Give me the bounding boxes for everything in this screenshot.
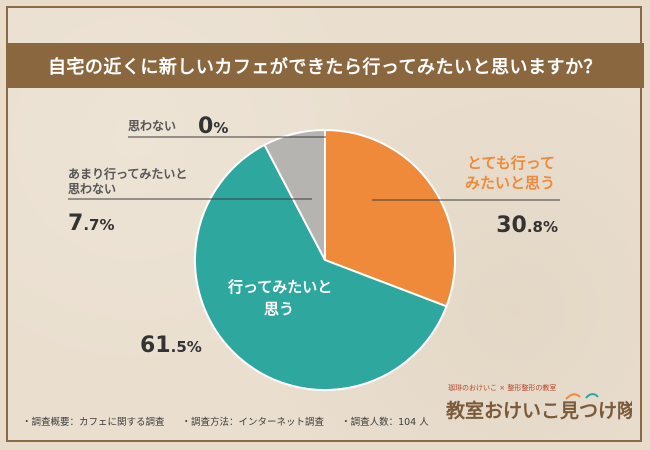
value-label-1: 61.5% bbox=[140, 333, 202, 358]
category-label-0-line1: とても行って bbox=[467, 154, 555, 172]
chart-title-text: 自宅の近くに新しいカフェができたら行ってみたいと思いますか？ bbox=[47, 56, 603, 78]
value-label-0: 30.8% bbox=[496, 213, 558, 238]
footer-survey-method: ・調査方法：インターネット調査 bbox=[181, 417, 325, 428]
category-label-2-line1: あまり行ってみたいと bbox=[68, 166, 187, 181]
footer: ・調査概要：カフェに関する調査 ・調査方法：インターネット調査 ・調査人数：10… bbox=[22, 414, 443, 428]
category-label-1-line1: 行ってみたいと bbox=[227, 278, 332, 296]
category-label-1-line2: 思う bbox=[264, 300, 294, 318]
brand-logo: 珈琲のおけいこ × 整形整形の教室 教室おけいこ見つけ隊 bbox=[446, 381, 637, 429]
pie-slice-2 bbox=[263, 128, 326, 261]
svg-text:教室おけいこ見つけ隊: 教室おけいこ見つけ隊 bbox=[446, 399, 632, 422]
category-label-3: 思わない bbox=[128, 119, 176, 133]
footer-survey-count: ・調査人数：104 人 bbox=[341, 417, 429, 428]
category-label-0-line2: みたいと思う bbox=[465, 174, 555, 192]
svg-text:珈琲のおけいこ × 整形整形の教室: 珈琲のおけいこ × 整形整形の教室 bbox=[448, 383, 556, 392]
value-label-2: 7.7% bbox=[68, 211, 114, 236]
footer-survey-summary: ・調査概要：カフェに関する調査 bbox=[22, 417, 165, 428]
pie-slice-0 bbox=[324, 128, 456, 308]
value-label-3: 0% bbox=[198, 114, 228, 139]
pie-slice-1 bbox=[194, 143, 448, 391]
category-label-2-line2: 思わない bbox=[68, 182, 116, 196]
brand-logo-graphic: 珈琲のおけいこ × 整形整形の教室 教室おけいこ見つけ隊 bbox=[446, 383, 637, 422]
chart-title: 自宅の近くに新しいカフェができたら行ってみたいと思いますか？ bbox=[6, 43, 644, 88]
